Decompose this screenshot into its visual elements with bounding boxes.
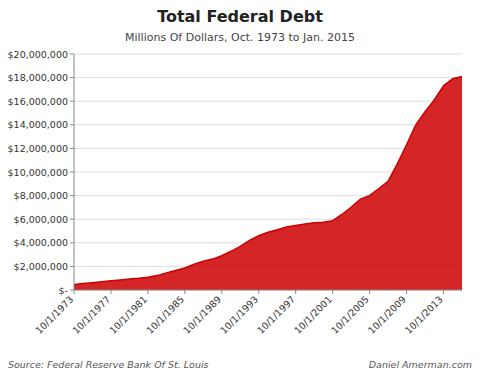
x-tick-label: 10/1/2001 [292, 294, 334, 336]
x-tick [443, 290, 444, 294]
x-tick-label: 10/1/1993 [218, 294, 260, 336]
subtitle: Millions Of Dollars, Oct. 1973 to Jan. 2… [125, 31, 355, 44]
y-tick [70, 219, 74, 220]
data-group [74, 76, 462, 290]
y-tick-label: $10,000,000 [8, 167, 68, 178]
x-tick-label: 10/1/1997 [255, 294, 297, 336]
chart-container: Total Federal Debt Millions Of Dollars, O… [0, 0, 480, 376]
x-tick [110, 290, 111, 294]
area [74, 76, 462, 290]
x-tick [406, 290, 407, 294]
y-tick-label: $18,000,000 [8, 72, 68, 83]
x-axis-line [74, 290, 462, 291]
x-tick [147, 290, 148, 294]
x-tick [258, 290, 259, 294]
x-tick [332, 290, 333, 294]
y-tick [70, 101, 74, 102]
grid-line [74, 124, 462, 125]
y-tick [70, 195, 74, 196]
y-tick [70, 172, 74, 173]
y-tick-label: $14,000,000 [8, 119, 68, 130]
x-tick [295, 290, 296, 294]
y-axis-line [74, 54, 75, 290]
y-tick-label: $16,000,000 [8, 96, 68, 107]
x-tick-label: 10/1/1981 [107, 294, 149, 336]
grid-line [74, 148, 462, 149]
source-right: Daniel Amerman.com [369, 359, 472, 370]
x-tick-label: 10/1/1977 [70, 294, 112, 336]
y-tick-label: $2,000,000 [14, 261, 68, 272]
chart-svg: Total Federal Debt Millions Of Dollars, O… [0, 0, 480, 376]
x-tick-label: 10/1/1985 [144, 294, 186, 336]
grid-line [74, 77, 462, 78]
source-left: Source: Federal Reserve Bank Of St. Loui… [8, 359, 209, 370]
y-tick [70, 54, 74, 55]
x-tick-label: 10/1/2009 [366, 294, 408, 336]
x-tick [74, 290, 75, 294]
x-tick-label: 10/1/2005 [329, 294, 371, 336]
y-tick-label: $6,000,000 [14, 214, 68, 225]
y-tick [70, 242, 74, 243]
y-tick [70, 148, 74, 149]
y-tick-label: $12,000,000 [8, 143, 68, 154]
y-tick [70, 290, 74, 291]
y-tick [70, 124, 74, 125]
grid-line [74, 54, 462, 55]
title: Total Federal Debt [157, 7, 323, 26]
grid-line [74, 290, 462, 291]
y-tick [70, 77, 74, 78]
y-tick [70, 266, 74, 267]
axes: $-$2,000,000$4,000,000$6,000,000$8,000,0… [8, 49, 462, 296]
x-tick-label: 10/1/1989 [181, 294, 223, 336]
area-line [74, 76, 462, 284]
x-tick [369, 290, 370, 294]
x-tick [184, 290, 185, 294]
x-tick-label: 10/1/1973 [33, 294, 75, 336]
x-tick [221, 290, 222, 294]
y-tick-label: $20,000,000 [8, 49, 68, 60]
x-tick-label: 10/1/2013 [403, 294, 445, 336]
y-tick-label: $8,000,000 [14, 190, 68, 201]
y-tick-label: $4,000,000 [14, 237, 68, 248]
grid-line [74, 101, 462, 102]
